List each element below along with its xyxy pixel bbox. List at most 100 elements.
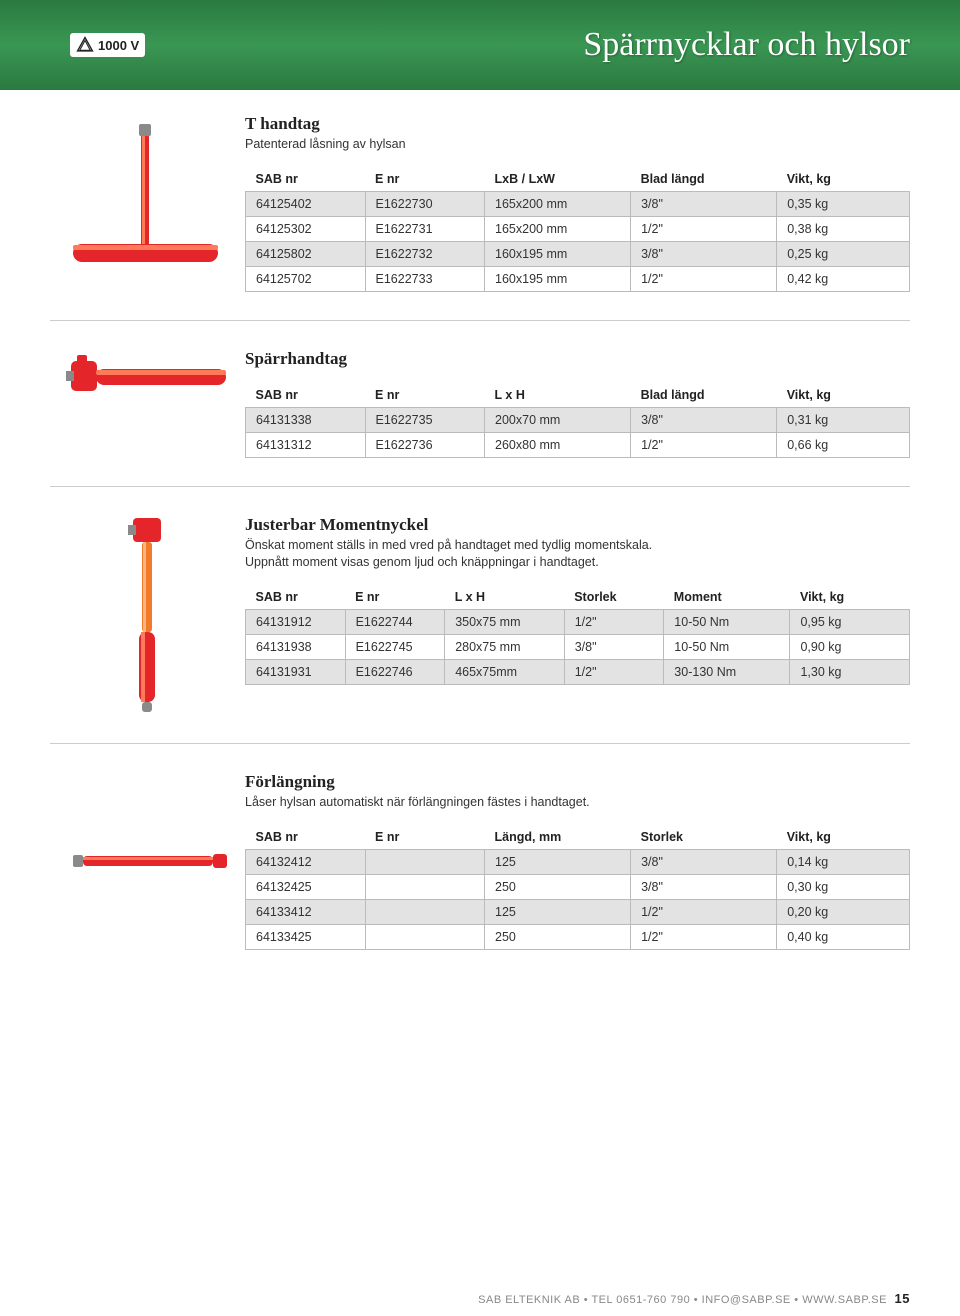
table-cell: 64131312	[246, 432, 366, 457]
section-title: T handtag	[245, 114, 910, 134]
table-cell: 200x70 mm	[485, 407, 631, 432]
table-cell: 0,30 kg	[777, 874, 910, 899]
table-cell: E1622735	[365, 407, 485, 432]
table-row: 64131338E1622735200x70 mm3/8"0,31 kg	[246, 407, 910, 432]
table-cell: 64131938	[246, 634, 346, 659]
table-cell: 0,14 kg	[777, 849, 910, 874]
table-cell: 350x75 mm	[445, 609, 565, 634]
table-cell: 10-50 Nm	[664, 634, 790, 659]
table-cell: E1622733	[365, 266, 485, 291]
section-subtitle: Patenterad låsning av hylsan	[245, 136, 910, 153]
table-cell: 1/2"	[564, 609, 664, 634]
badge-1000v: 1000 V	[70, 33, 145, 57]
table-cell: 0,20 kg	[777, 899, 910, 924]
table-header: Vikt, kg	[777, 383, 910, 408]
table-header: Moment	[664, 585, 790, 610]
table-row: 64131912E1622744350x75 mm1/2"10-50 Nm0,9…	[246, 609, 910, 634]
table-cell: 1,30 kg	[790, 659, 910, 684]
table-cell: 3/8"	[564, 634, 664, 659]
table-cell: 0,31 kg	[777, 407, 910, 432]
section-subtitle: Önskat moment ställs in med vred på hand…	[245, 537, 910, 571]
table-row: 64133412 1251/2"0,20 kg	[246, 899, 910, 924]
table-header: E nr	[365, 167, 485, 192]
table-cell: 3/8"	[631, 849, 777, 874]
table-row: 641334252501/2"0,40 kg	[246, 924, 910, 949]
table-cell: E1622730	[365, 191, 485, 216]
table-cell: 0,42 kg	[777, 266, 910, 291]
product-image	[50, 772, 245, 950]
section-t-handtag: T handtag Patenterad låsning av hylsan S…	[50, 114, 910, 321]
table-cell: 160x195 mm	[485, 266, 631, 291]
table-header: E nr	[345, 585, 445, 610]
t-handle-illustration	[63, 114, 233, 284]
table-cell: 165x200 mm	[485, 191, 631, 216]
section-title: Justerbar Momentnyckel	[245, 515, 910, 535]
ratchet-handle-illustration	[63, 349, 233, 409]
table-header: SAB nr	[246, 383, 366, 408]
table-cell: 64131912	[246, 609, 346, 634]
table-cell: E1622745	[345, 634, 445, 659]
table-cell: 3/8"	[631, 241, 777, 266]
table-cell: 250	[485, 874, 631, 899]
table-cell: 10-50 Nm	[664, 609, 790, 634]
table-cell: 125	[485, 899, 631, 924]
table-row: 64132425 2503/8"0,30 kg	[246, 874, 910, 899]
table-cell: 465x75mm	[445, 659, 565, 684]
table-row: 641324121253/8"0,14 kg	[246, 849, 910, 874]
table-cell: 1/2"	[631, 899, 777, 924]
section-title: Spärrhandtag	[245, 349, 910, 369]
double-triangle-icon	[76, 36, 94, 54]
table-cell: 3/8"	[631, 407, 777, 432]
table-cell: 1/2"	[631, 216, 777, 241]
table-cell: 0,35 kg	[777, 191, 910, 216]
table-header: SAB nr	[246, 585, 346, 610]
table-header: L x H	[485, 383, 631, 408]
table-cell: 64132412	[246, 849, 366, 874]
content-area: T handtag Patenterad låsning av hylsan S…	[0, 90, 960, 978]
spec-table: SAB nrE nrLxB / LxWBlad längdVikt, kg641…	[245, 167, 910, 292]
table-header: Blad längd	[631, 383, 777, 408]
table-cell: 30-130 Nm	[664, 659, 790, 684]
spec-table: SAB nrE nrL x HBlad längdVikt, kg6413133…	[245, 383, 910, 458]
table-cell: 0,90 kg	[790, 634, 910, 659]
table-header: Längd, mm	[485, 825, 631, 850]
table-header: Vikt, kg	[790, 585, 910, 610]
table-cell: 64131931	[246, 659, 346, 684]
table-header: Storlek	[564, 585, 664, 610]
table-cell: 260x80 mm	[485, 432, 631, 457]
table-cell: 3/8"	[631, 191, 777, 216]
table-cell	[365, 849, 485, 874]
table-cell: 64131338	[246, 407, 366, 432]
table-cell: 3/8"	[631, 874, 777, 899]
table-cell: 0,38 kg	[777, 216, 910, 241]
table-header: Vikt, kg	[777, 167, 910, 192]
table-header: L x H	[445, 585, 565, 610]
table-header: Vikt, kg	[777, 825, 910, 850]
extension-illustration	[63, 846, 233, 876]
table-cell	[365, 874, 485, 899]
table-cell: 160x195 mm	[485, 241, 631, 266]
table-cell: 1/2"	[631, 266, 777, 291]
table-header: Storlek	[631, 825, 777, 850]
table-header: E nr	[365, 825, 485, 850]
table-header: SAB nr	[246, 825, 366, 850]
table-header: E nr	[365, 383, 485, 408]
product-image	[50, 114, 245, 292]
table-cell: 280x75 mm	[445, 634, 565, 659]
table-row: 64125302E1622731165x200 mm1/2"0,38 kg	[246, 216, 910, 241]
table-cell: 0,95 kg	[790, 609, 910, 634]
table-cell: 250	[485, 924, 631, 949]
table-cell: 64132425	[246, 874, 366, 899]
product-image	[50, 515, 245, 715]
section-momentnyckel: Justerbar Momentnyckel Önskat moment stä…	[50, 515, 910, 744]
table-header: LxB / LxW	[485, 167, 631, 192]
table-cell: 64133412	[246, 899, 366, 924]
footer-text: SAB ELTEKNIK AB • TEL 0651-760 790 • INF…	[478, 1294, 887, 1306]
section-title: Förlängning	[245, 772, 910, 792]
badge-text: 1000 V	[98, 38, 139, 53]
table-cell: 64125402	[246, 191, 366, 216]
page-title: Spärrnycklar och hylsor	[583, 26, 910, 64]
table-cell: 1/2"	[564, 659, 664, 684]
table-cell: 1/2"	[631, 924, 777, 949]
section-forlangning: Förlängning Låser hylsan automatiskt när…	[50, 772, 910, 978]
